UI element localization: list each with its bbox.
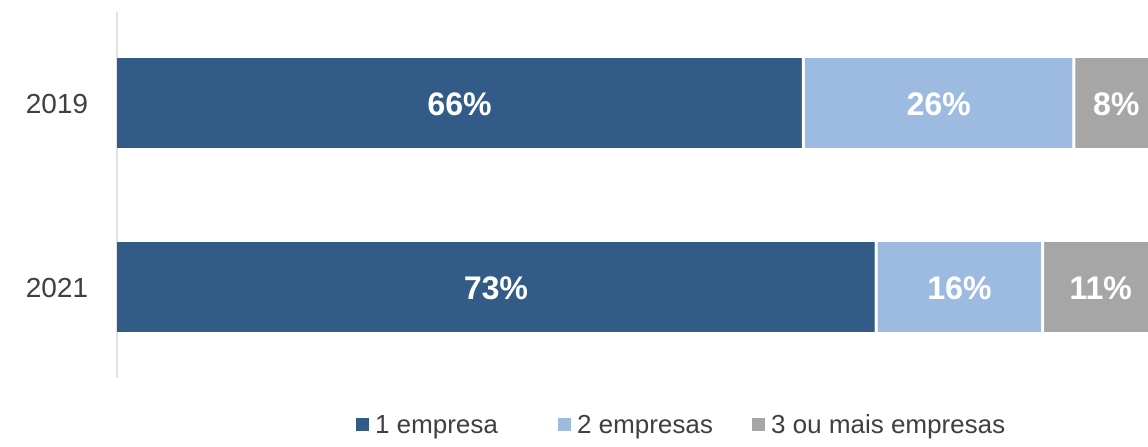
data-label-2021-3-ou-mais-empresas: 11% [1069, 270, 1131, 306]
bar-2019-2-empresas [804, 58, 1073, 148]
legend-label: 1 empresa [375, 409, 498, 439]
bar-2021-2-empresas [877, 242, 1042, 332]
legend-item-1-empresa: 1 empresa [356, 409, 498, 439]
legend-swatch [752, 418, 765, 431]
bar-2019-3-ou-mais-empresas [1075, 58, 1148, 148]
legend-label: 2 empresas [577, 409, 713, 439]
legend-item-2-empresas: 2 empresas [558, 409, 713, 439]
legend-item-3-ou-mais-empresas: 3 ou mais empresas [752, 409, 1005, 439]
data-label-2019-3-ou-mais-empresas: 8% [1093, 86, 1139, 122]
data-label-2021-1-empresa: 73% [464, 270, 528, 306]
bar-2021-1-empresa [117, 242, 875, 332]
bars-layer [117, 58, 1148, 332]
data-label-2019-1-empresa: 66% [427, 86, 491, 122]
data-label-2021-2-empresas: 16% [927, 270, 991, 306]
legend-label: 3 ou mais empresas [771, 409, 1005, 439]
legend-swatch [356, 418, 369, 431]
data-label-2019-2-empresas: 26% [907, 86, 971, 122]
bar-2021-3-ou-mais-empresas [1044, 242, 1148, 332]
category-label-2019: 2019 [26, 88, 88, 119]
legend-swatch [558, 418, 571, 431]
category-label-2021: 2021 [26, 272, 88, 303]
labels-layer: 2019 66% 26% 8% 2021 73% 16% 11% [26, 86, 1140, 306]
bar-2019-1-empresa [117, 58, 802, 148]
legend: 1 empresa 2 empresas 3 ou mais empresas [356, 409, 1005, 439]
